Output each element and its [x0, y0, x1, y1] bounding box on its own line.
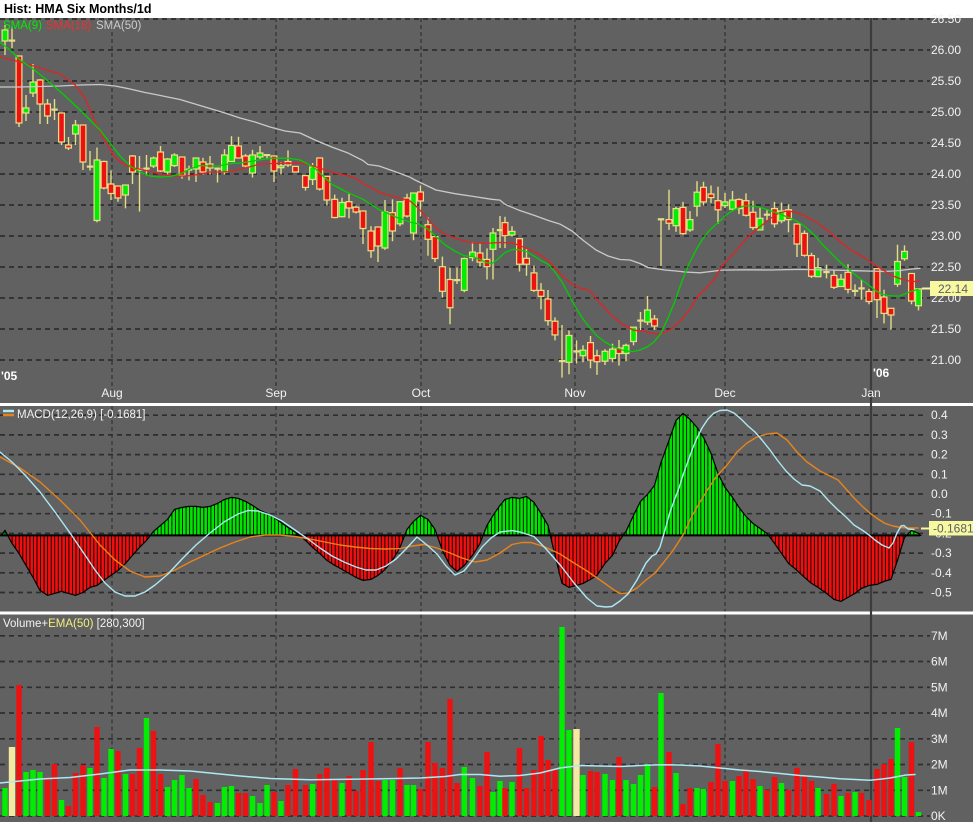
svg-text:SMA(9): SMA(9): [3, 20, 42, 32]
svg-text:-0.4: -0.4: [931, 566, 952, 580]
svg-text:4M: 4M: [931, 706, 948, 720]
svg-text:Jan: Jan: [861, 386, 880, 400]
svg-text:SMA(50): SMA(50): [96, 20, 142, 32]
svg-text:3M: 3M: [931, 732, 948, 746]
svg-text:'05: '05: [1, 369, 18, 383]
svg-text:Dec: Dec: [714, 386, 735, 400]
svg-text:2M: 2M: [931, 758, 948, 772]
svg-text:-0.1681: -0.1681: [933, 522, 973, 536]
svg-text:24.50: 24.50: [931, 136, 961, 150]
svg-text:22.50: 22.50: [931, 260, 961, 274]
svg-text:'06: '06: [873, 366, 890, 380]
svg-text:0.0: 0.0: [931, 487, 948, 501]
svg-text:23.50: 23.50: [931, 198, 961, 212]
svg-text:Sep: Sep: [265, 386, 287, 400]
svg-text:21.00: 21.00: [931, 353, 961, 367]
svg-text:Volume+EMA(50) [280,300]: Volume+EMA(50) [280,300]: [3, 618, 145, 630]
svg-text:5M: 5M: [931, 680, 948, 694]
svg-text:0.3: 0.3: [931, 428, 948, 442]
svg-text:1M: 1M: [931, 783, 948, 797]
svg-text:0.2: 0.2: [931, 448, 948, 462]
svg-text:26.50: 26.50: [931, 12, 961, 26]
svg-text:0.4: 0.4: [931, 408, 948, 422]
svg-text:Hist: HMA Six Months/1d: Hist: HMA Six Months/1d: [4, 2, 151, 16]
svg-text:-0.3: -0.3: [931, 546, 952, 560]
svg-text:0K: 0K: [931, 809, 946, 822]
svg-text:6M: 6M: [931, 655, 948, 669]
svg-text:-0.1: -0.1: [931, 507, 952, 521]
svg-text:Nov: Nov: [564, 386, 585, 400]
svg-text:26.00: 26.00: [931, 43, 961, 57]
svg-text:23.00: 23.00: [931, 229, 961, 243]
svg-text:25.50: 25.50: [931, 74, 961, 88]
svg-text:24.00: 24.00: [931, 167, 961, 181]
svg-text:0.1: 0.1: [931, 467, 948, 481]
svg-text:21.50: 21.50: [931, 322, 961, 336]
svg-text:25.00: 25.00: [931, 105, 961, 119]
svg-text:Aug: Aug: [101, 386, 122, 400]
svg-text:Oct: Oct: [412, 386, 431, 400]
svg-text:MACD(12,26,9) [-0.1681]: MACD(12,26,9) [-0.1681]: [17, 409, 145, 421]
svg-text:7M: 7M: [931, 629, 948, 643]
svg-text:-0.5: -0.5: [931, 586, 952, 600]
svg-text:22.14: 22.14: [938, 282, 968, 296]
svg-text:SMA(18): SMA(18): [46, 20, 92, 32]
